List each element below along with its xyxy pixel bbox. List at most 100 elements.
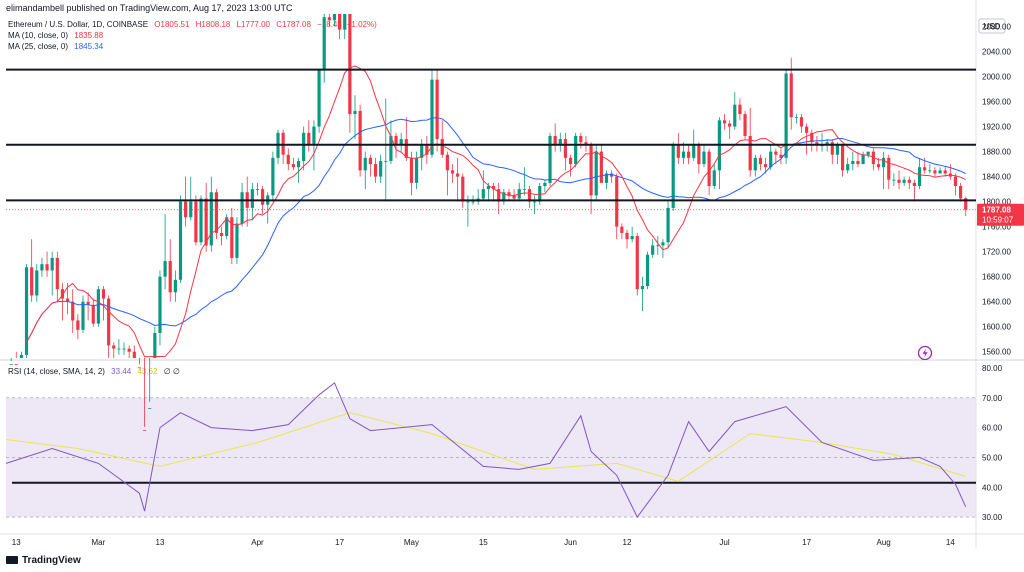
- candle[interactable]: [887, 154, 891, 190]
- candle[interactable]: [846, 157, 850, 174]
- candle[interactable]: [784, 70, 788, 165]
- candle[interactable]: [178, 195, 183, 283]
- candle[interactable]: [307, 120, 311, 152]
- candle[interactable]: [722, 114, 727, 130]
- candle[interactable]: [681, 142, 686, 165]
- candle[interactable]: [687, 145, 691, 165]
- candle[interactable]: [445, 151, 449, 196]
- candle[interactable]: [322, 14, 326, 83]
- candle[interactable]: [533, 195, 537, 215]
- candle[interactable]: [892, 173, 896, 186]
- candle[interactable]: [902, 176, 906, 186]
- candle[interactable]: [245, 176, 249, 227]
- candle[interactable]: [168, 239, 172, 302]
- candle[interactable]: [91, 298, 95, 327]
- candle[interactable]: [953, 173, 958, 196]
- candle[interactable]: [933, 167, 937, 177]
- candle[interactable]: [163, 214, 167, 290]
- candle[interactable]: [338, 14, 342, 40]
- candle[interactable]: [481, 170, 485, 202]
- candle[interactable]: [142, 358, 147, 431]
- candle[interactable]: [266, 192, 270, 224]
- candle[interactable]: [107, 295, 111, 358]
- candle[interactable]: [527, 186, 532, 208]
- candle[interactable]: [255, 182, 260, 196]
- candle[interactable]: [291, 157, 295, 171]
- candle[interactable]: [640, 276, 644, 312]
- rsi-legend[interactable]: RSI (14, close, SMA, 14, 2) 33.44 43.62 …: [8, 367, 180, 376]
- candle[interactable]: [425, 135, 429, 165]
- candle[interactable]: [86, 292, 90, 321]
- alert-icon[interactable]: [917, 345, 933, 361]
- candle[interactable]: [414, 151, 419, 190]
- candle[interactable]: [625, 229, 629, 249]
- candle[interactable]: [286, 148, 290, 171]
- candle[interactable]: [743, 110, 747, 140]
- candle[interactable]: [912, 179, 917, 202]
- candle[interactable]: [173, 270, 177, 302]
- candle[interactable]: [14, 351, 18, 366]
- candle[interactable]: [148, 358, 152, 409]
- candle[interactable]: [440, 120, 444, 158]
- candle[interactable]: [861, 151, 865, 165]
- candle[interactable]: [281, 129, 285, 165]
- candle[interactable]: [343, 14, 347, 40]
- candle[interactable]: [928, 164, 932, 174]
- candle[interactable]: [50, 251, 54, 296]
- candle[interactable]: [656, 236, 660, 255]
- candle[interactable]: [404, 117, 408, 161]
- candle[interactable]: [748, 107, 752, 177]
- candle[interactable]: [840, 145, 845, 177]
- candle[interactable]: [189, 176, 193, 221]
- candle[interactable]: [358, 104, 362, 177]
- candle[interactable]: [40, 257, 44, 277]
- ma10-legend[interactable]: MA (10, close, 0) 1835.88: [8, 31, 103, 40]
- candle[interactable]: [948, 164, 952, 180]
- candle[interactable]: [959, 182, 963, 202]
- candle[interactable]: [604, 170, 609, 190]
- candle[interactable]: [430, 70, 434, 158]
- candle[interactable]: [271, 151, 275, 202]
- candle[interactable]: [938, 167, 942, 174]
- candle[interactable]: [81, 295, 85, 333]
- candle[interactable]: [332, 14, 337, 27]
- candle[interactable]: [353, 95, 357, 140]
- candle[interactable]: [615, 173, 619, 240]
- tradingview-logo[interactable]: TradingView: [6, 555, 81, 566]
- candle[interactable]: [276, 129, 280, 165]
- candle[interactable]: [219, 226, 224, 246]
- candle[interactable]: [76, 314, 80, 340]
- candle[interactable]: [204, 182, 208, 252]
- ma25-legend[interactable]: MA (25, close, 0) 1845.34: [8, 42, 103, 51]
- candle[interactable]: [348, 14, 352, 133]
- candle[interactable]: [630, 226, 634, 243]
- candle[interactable]: [907, 176, 911, 190]
- candle[interactable]: [917, 157, 922, 190]
- candle[interactable]: [137, 358, 142, 369]
- candle[interactable]: [158, 270, 162, 346]
- candle[interactable]: [522, 167, 526, 196]
- candle[interactable]: [71, 289, 75, 333]
- candle[interactable]: [753, 154, 757, 177]
- candle[interactable]: [209, 176, 213, 252]
- candle[interactable]: [799, 114, 804, 133]
- candle[interactable]: [610, 170, 614, 183]
- candle[interactable]: [733, 92, 737, 130]
- candle[interactable]: [317, 70, 321, 133]
- candle[interactable]: [543, 179, 547, 193]
- candle[interactable]: [450, 164, 455, 183]
- candle[interactable]: [112, 342, 116, 358]
- candle[interactable]: [132, 345, 136, 358]
- candle[interactable]: [491, 182, 496, 202]
- candle[interactable]: [763, 157, 768, 174]
- candle[interactable]: [594, 145, 598, 202]
- candle[interactable]: [558, 132, 562, 152]
- candle[interactable]: [24, 264, 29, 358]
- candle[interactable]: [19, 351, 23, 358]
- candle[interactable]: [820, 132, 824, 152]
- candle[interactable]: [435, 70, 439, 152]
- candle[interactable]: [409, 151, 414, 196]
- candle[interactable]: [728, 120, 732, 140]
- candle[interactable]: [240, 182, 244, 227]
